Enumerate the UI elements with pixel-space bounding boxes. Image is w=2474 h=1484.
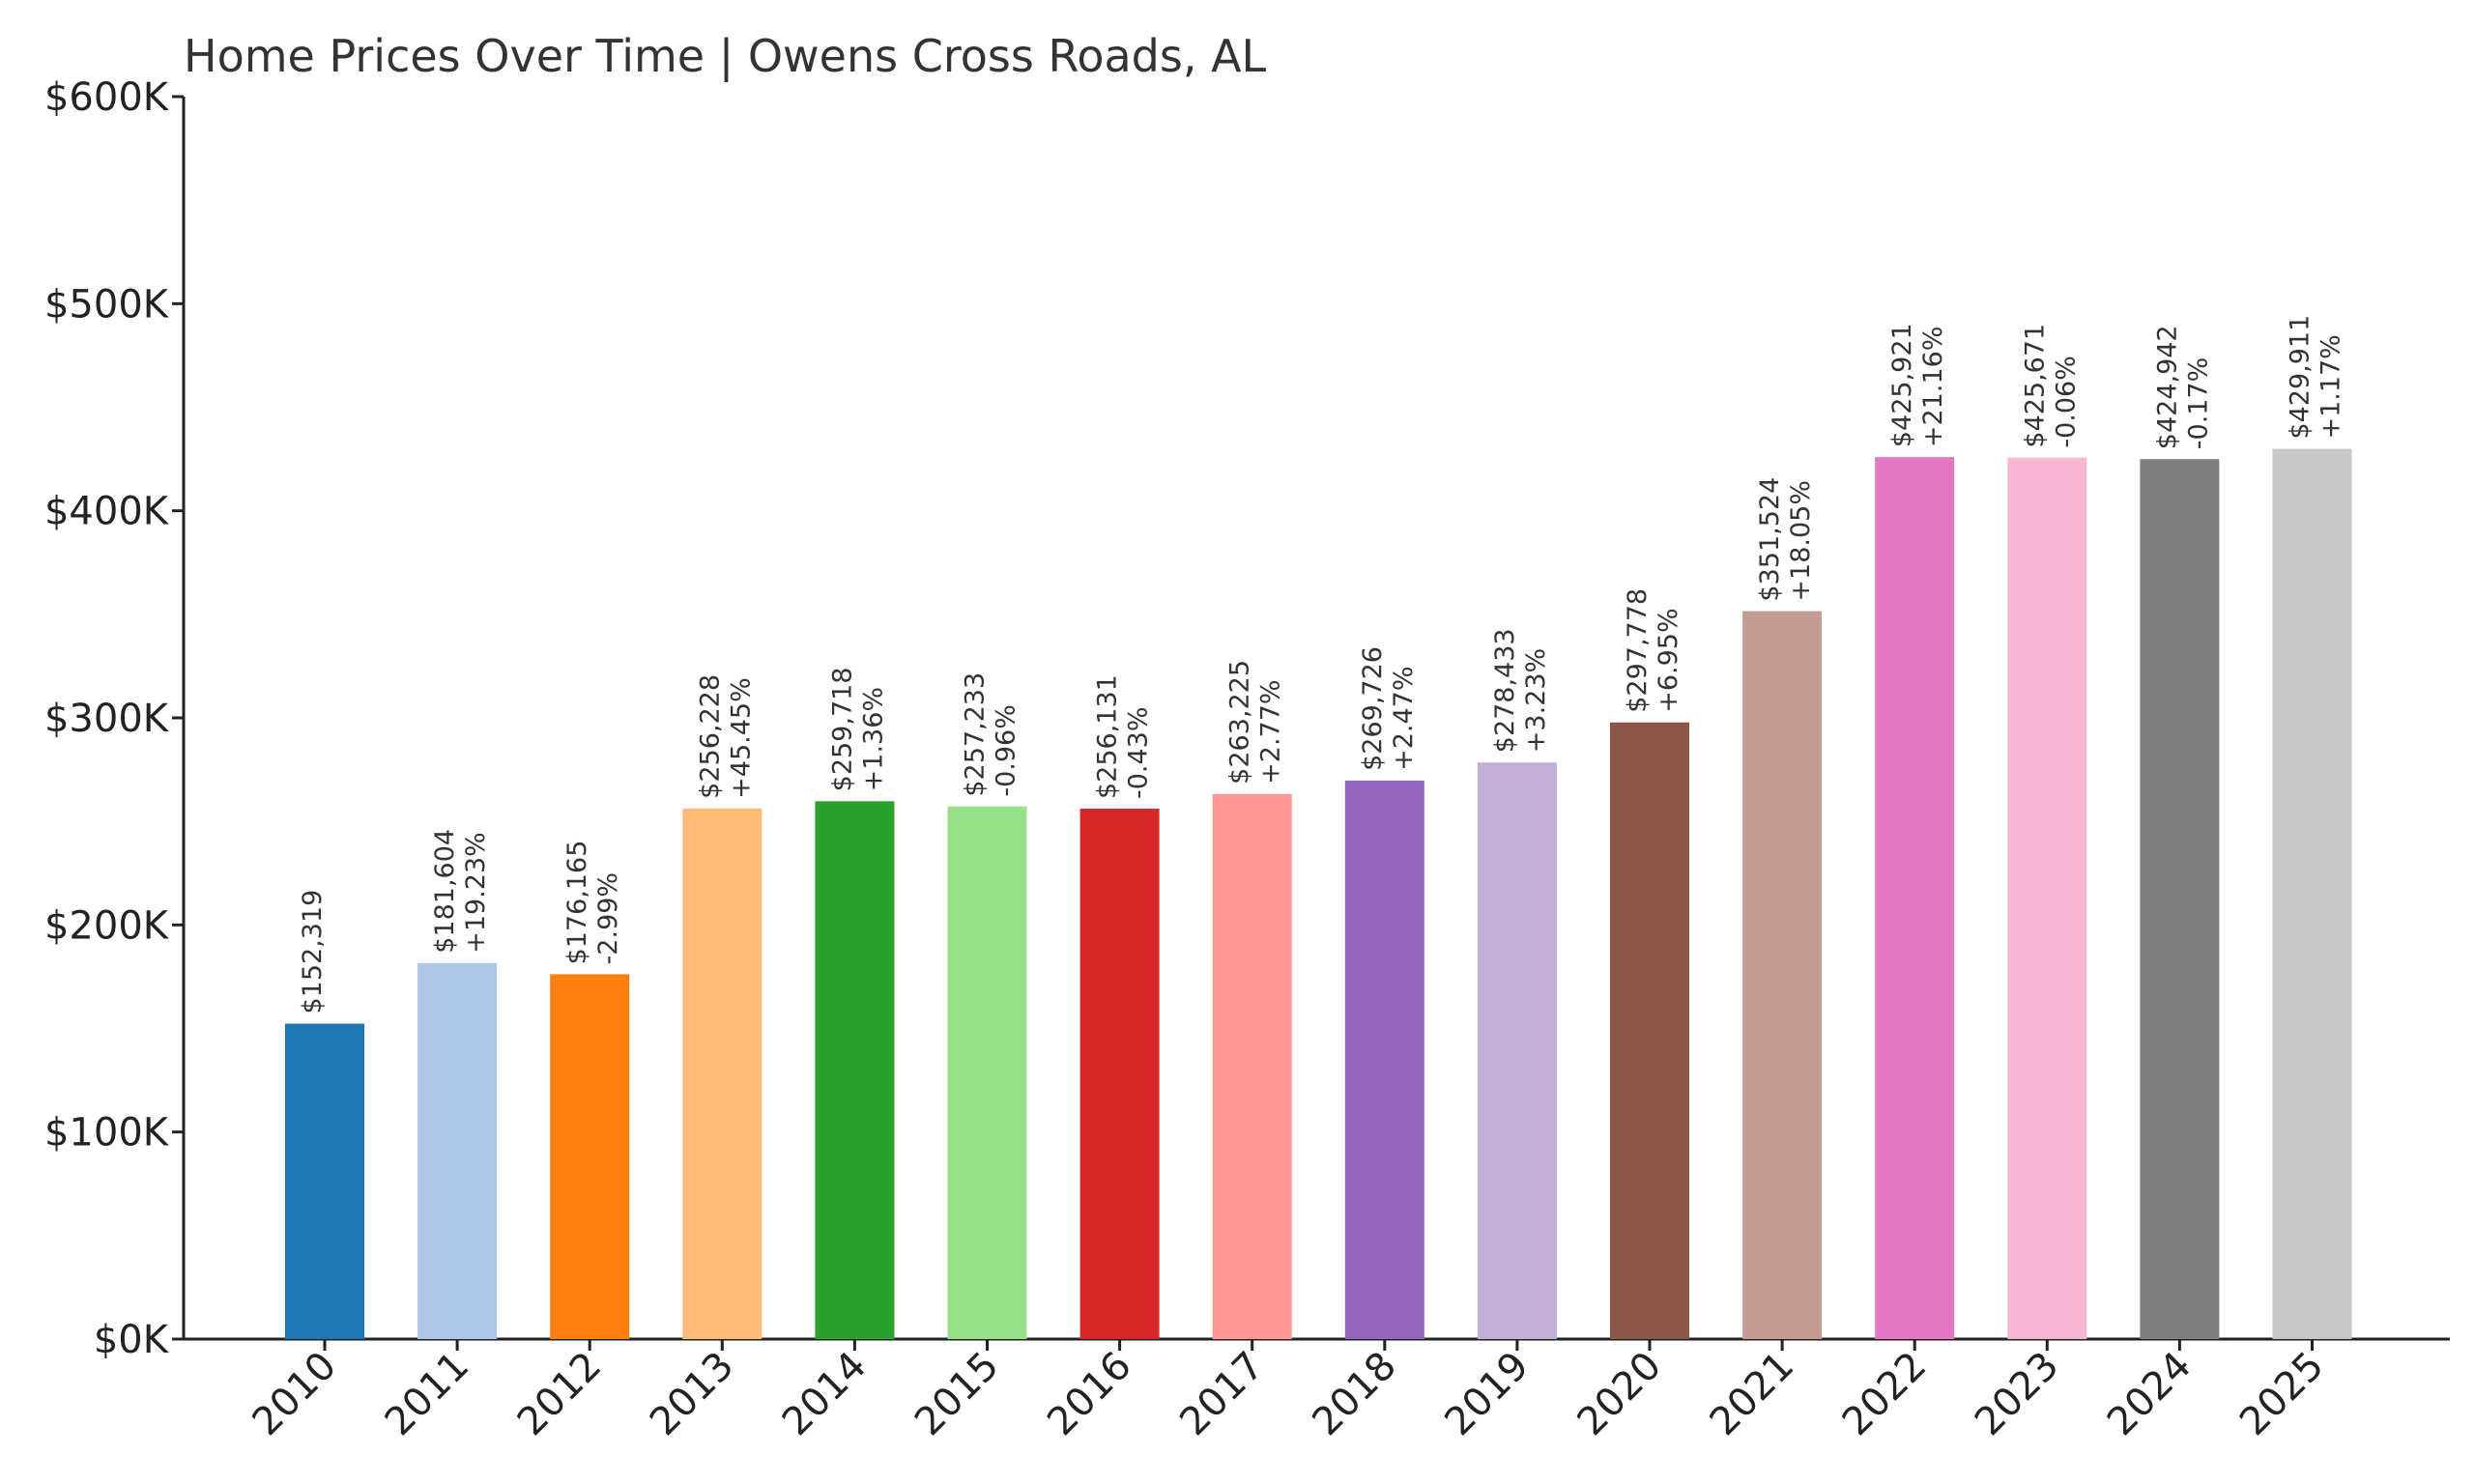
bar-2010 <box>285 1023 364 1339</box>
value-label: $176,165 <box>562 841 592 965</box>
change-label: +21.16% <box>1918 327 1948 448</box>
change-label: +3.23% <box>1521 648 1551 753</box>
change-label: +18.05% <box>1786 480 1816 602</box>
x-tick-label: 2015 <box>906 1344 1008 1445</box>
x-tick-label: 2013 <box>642 1344 743 1445</box>
change-label: -0.06% <box>2051 356 2081 448</box>
x-tick-label: 2016 <box>1039 1344 1140 1445</box>
x-tick-label: 2018 <box>1304 1344 1405 1445</box>
value-label: $181,604 <box>430 829 460 954</box>
bar-2013 <box>682 808 762 1339</box>
change-label: -0.96% <box>992 704 1021 797</box>
y-tick-label: $400K <box>44 490 170 534</box>
y-tick-label: $200K <box>44 903 170 948</box>
change-label: +1.36% <box>858 687 888 791</box>
value-label: $256,131 <box>1093 674 1123 799</box>
value-label: $278,433 <box>1490 628 1520 753</box>
change-label: +2.77% <box>1256 679 1286 784</box>
change-label: +6.95% <box>1654 608 1683 712</box>
x-tick-label: 2020 <box>1569 1344 1671 1445</box>
x-tick-label: 2023 <box>1967 1344 2068 1445</box>
bar-2012 <box>550 974 630 1339</box>
value-label: $424,942 <box>2152 325 2182 449</box>
x-tick-label: 2014 <box>774 1344 876 1445</box>
value-label: $259,718 <box>827 667 857 791</box>
y-tick-label: $300K <box>44 697 170 741</box>
change-label: +1.17% <box>2316 334 2346 439</box>
y-tick-label: $500K <box>44 282 170 327</box>
value-label: $269,726 <box>1358 646 1388 771</box>
x-tick-label: 2025 <box>2231 1344 2333 1445</box>
bar-2020 <box>1610 722 1689 1339</box>
y-tick-label: $600K <box>44 75 170 120</box>
change-label: -0.43% <box>1124 707 1154 800</box>
x-tick-label: 2017 <box>1171 1344 1273 1445</box>
bar-2018 <box>1344 780 1424 1339</box>
chart-title: Home Prices Over Time | Owens Cross Road… <box>184 30 1267 83</box>
value-label: $256,228 <box>695 674 725 799</box>
x-tick-label: 2024 <box>2099 1344 2201 1445</box>
x-tick-label: 2012 <box>509 1344 611 1445</box>
change-label: -0.17% <box>2183 357 2213 450</box>
value-label: $152,319 <box>298 890 328 1014</box>
change-label: -2.99% <box>593 872 623 965</box>
bar-2024 <box>2140 459 2220 1339</box>
value-label: $425,671 <box>2020 324 2050 448</box>
value-label: $263,225 <box>1225 660 1255 785</box>
value-label: $297,778 <box>1623 588 1653 713</box>
bars <box>285 448 2352 1339</box>
value-label: $429,911 <box>2286 315 2316 440</box>
y-axis: $0K $100K $200K $300K $400K $500K $600K <box>44 75 186 1362</box>
bar-2025 <box>2272 448 2352 1339</box>
bar-2011 <box>417 962 498 1339</box>
bar-2023 <box>2007 457 2087 1339</box>
bar-2021 <box>1742 611 1823 1339</box>
x-tick-label: 2019 <box>1436 1344 1538 1445</box>
value-label: $425,921 <box>1887 323 1917 447</box>
change-label: +19.23% <box>461 832 491 954</box>
change-label: +2.47% <box>1389 666 1419 770</box>
x-tick-label: 2011 <box>377 1344 478 1445</box>
change-label: +45.45% <box>726 677 756 799</box>
bar-2019 <box>1477 762 1557 1339</box>
x-tick-label: 2010 <box>245 1344 346 1445</box>
value-label: $257,233 <box>961 672 991 797</box>
y-tick-label: $0K <box>94 1318 170 1362</box>
value-label: $351,524 <box>1755 477 1785 602</box>
bar-2014 <box>815 801 895 1339</box>
x-tick-label: 2021 <box>1702 1344 1803 1445</box>
bar-2015 <box>947 806 1027 1339</box>
y-tick-label: $100K <box>44 1111 170 1156</box>
bar-labels: $152,319 $181,604 +19.23% $176,165 -2.99% $25… <box>298 315 2346 1014</box>
bar-2016 <box>1079 809 1160 1339</box>
x-tick-label: 2022 <box>1834 1344 1936 1445</box>
x-axis: 2010 2011 2012 2013 2014 2015 2016 2017 2018 2019… <box>184 1337 2450 1445</box>
bar-2017 <box>1212 793 1292 1339</box>
bar-2022 <box>1875 457 1955 1339</box>
